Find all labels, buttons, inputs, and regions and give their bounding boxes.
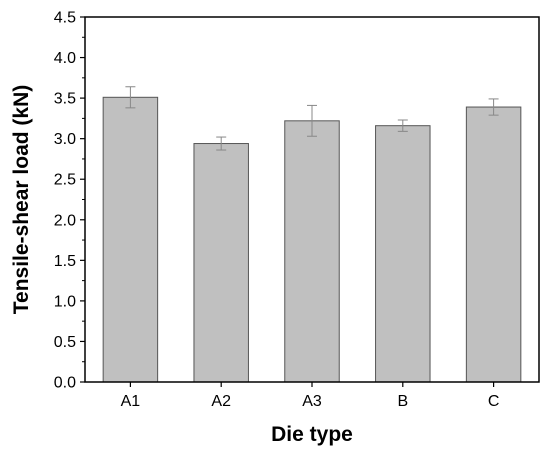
- x-tick-label: A3: [302, 393, 322, 410]
- y-tick-label: 0.0: [54, 375, 76, 392]
- bar-b: [375, 125, 431, 383]
- error-bar-c: [488, 98, 499, 116]
- error-bars-group: [125, 86, 499, 151]
- x-tick-label: A1: [121, 393, 141, 410]
- bars-group: [102, 96, 522, 383]
- error-bar-a2: [216, 136, 227, 151]
- bar-a2: [193, 143, 249, 383]
- x-axis-ticks: A1 A2 A3 B C: [121, 382, 500, 410]
- y-tick-label: 4.0: [54, 50, 76, 67]
- y-tick-label: 1.5: [54, 253, 76, 270]
- y-tick-label: 2.5: [54, 172, 76, 189]
- y-axis-ticks: 0.0 0.5 1.0 1.5 2.0 2.5 3.0 3.5 4.0 4.5: [54, 10, 85, 392]
- y-tick-label: 3.0: [54, 131, 76, 148]
- y-tick-label: 0.5: [54, 334, 76, 351]
- x-tick-label: A2: [211, 393, 231, 410]
- bar-c: [465, 106, 522, 383]
- x-tick-label: B: [397, 393, 408, 410]
- error-bar-a1: [125, 86, 136, 109]
- y-tick-label: 4.5: [54, 10, 76, 27]
- error-bar-b: [397, 119, 408, 132]
- bar-a3: [284, 120, 340, 383]
- y-tick-label: 2.0: [54, 212, 76, 229]
- y-axis-title: Tensile-shear load (kN): [10, 85, 33, 315]
- x-tick-label: C: [488, 393, 500, 410]
- bar-a1: [102, 96, 159, 383]
- y-tick-label: 3.5: [54, 91, 76, 108]
- error-bar-a3: [307, 104, 317, 137]
- y-tick-label: 1.0: [54, 293, 76, 310]
- x-axis-title: Die type: [271, 423, 353, 446]
